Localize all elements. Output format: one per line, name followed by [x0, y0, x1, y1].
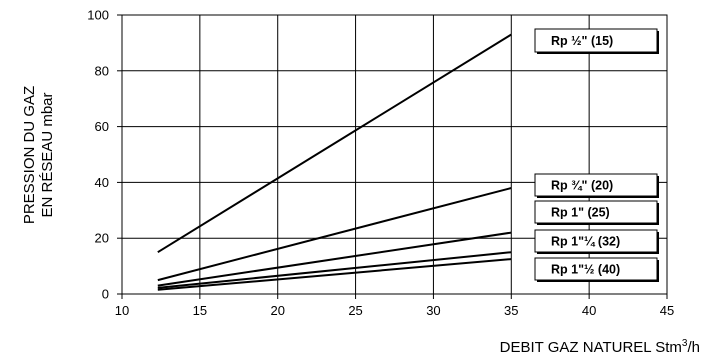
legend-label: Rp ½" (15) [551, 34, 613, 48]
x-tick-label: 35 [504, 303, 518, 318]
series-line [157, 231, 512, 287]
series-line [157, 187, 512, 282]
y-tick-label: 80 [95, 63, 109, 78]
series-line [157, 251, 512, 289]
legend: Rp ½" (15) Rp ¾" (20) Rp 1" (25) Rp 1"¼ (32… [534, 28, 659, 282]
legend-label: Rp 1"½ (40) [551, 263, 620, 277]
legend-label: Rp 1" (25) [551, 206, 610, 220]
x-tick-label: 15 [193, 303, 207, 318]
series-line [157, 33, 512, 254]
legend-box [534, 173, 658, 197]
y-tick-label: 40 [95, 175, 109, 190]
series-lines [157, 33, 512, 291]
y-tick-label: 60 [95, 119, 109, 134]
legend-box [534, 28, 658, 53]
y-tick-label: 20 [95, 231, 109, 246]
legend-label: Rp ¾" (20) [551, 179, 613, 193]
y-axis-title-line2: EN RÉSEAU mbar [39, 92, 56, 217]
x-tick-label: 20 [270, 303, 284, 318]
legend-box [534, 200, 658, 224]
x-axis-ticks: 10 15 20 25 30 35 40 45 [115, 294, 674, 318]
series-line [157, 258, 512, 291]
x-tick-label: 40 [582, 303, 596, 318]
x-tick-label: 30 [426, 303, 440, 318]
legend-box [534, 257, 658, 281]
y-tick-label: 0 [102, 287, 109, 302]
legend-box [534, 229, 658, 253]
x-tick-label: 45 [660, 303, 674, 318]
y-axis-ticks: 0 20 40 60 80 100 [87, 8, 122, 302]
x-tick-label: 10 [115, 303, 129, 318]
y-tick-label: 100 [87, 8, 109, 23]
x-tick-label: 25 [348, 303, 362, 318]
legend-label: Rp 1"¼ (32) [551, 235, 620, 249]
y-axis-title-line1: PRESSION DU GAZ [21, 86, 38, 224]
x-axis-title: DEBIT GAZ NATUREL Stm3/h [500, 338, 700, 356]
